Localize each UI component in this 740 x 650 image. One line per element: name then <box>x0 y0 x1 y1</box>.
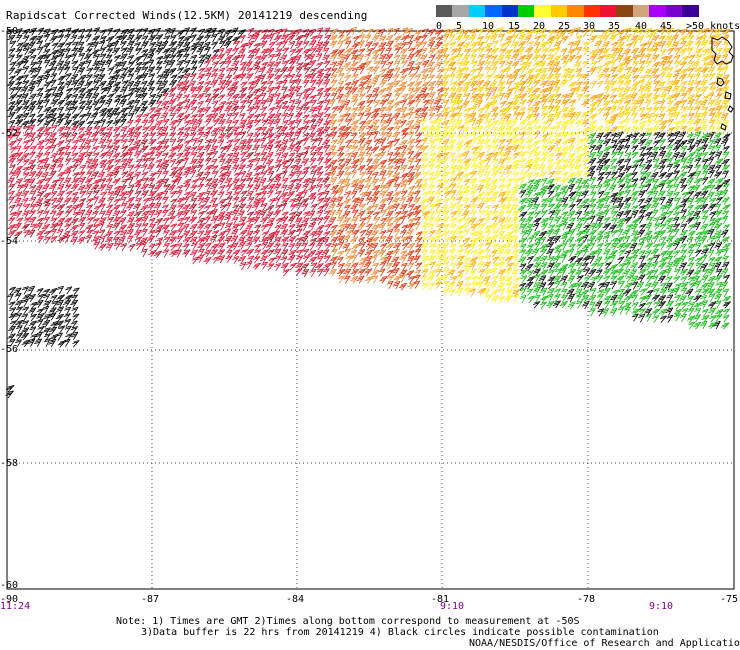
legend-label: 35 <box>608 21 621 32</box>
note-line-2: 3)Data buffer is 22 hrs from 20141219 4)… <box>141 627 659 638</box>
legend-label: 20 <box>533 21 546 32</box>
y-label-52: -52 <box>0 128 19 139</box>
wind-barb-group <box>419 118 730 304</box>
wind-barb-group <box>440 26 731 122</box>
legend-swatch <box>616 5 634 17</box>
legend-swatch <box>452 5 470 17</box>
wind-barbs <box>5 26 732 399</box>
x-label-84: -84 <box>286 594 305 605</box>
time-label-center: 9:10 <box>440 601 465 612</box>
wind-barb-group <box>6 27 333 278</box>
y-label-60: -60 <box>0 580 19 591</box>
x-label-90: -90 <box>0 594 19 605</box>
legend-swatch <box>632 5 650 17</box>
y-label-56: -56 <box>0 344 19 355</box>
legend-swatch <box>485 5 503 17</box>
lat-lon-grid <box>7 31 734 589</box>
x-label-81: -81 <box>431 594 450 605</box>
legend-swatch <box>649 5 667 17</box>
legend-swatch <box>665 5 683 17</box>
note-line-1: Note: 1) Times are GMT 2)Times along bot… <box>116 616 580 627</box>
legend-label: 10 <box>482 21 495 32</box>
legend-swatch <box>436 5 453 17</box>
y-label-58: -58 <box>0 458 19 469</box>
wind-barb-group <box>8 33 332 278</box>
x-label-78: -78 <box>577 594 596 605</box>
time-label-right: 9:10 <box>649 601 674 612</box>
legend-swatch <box>501 5 519 17</box>
legend-label: 40 <box>635 21 648 32</box>
y-label-54: -54 <box>0 236 19 247</box>
legend-swatch <box>534 5 552 17</box>
legend-label: 15 <box>508 21 521 32</box>
wind-barb-group <box>327 26 445 290</box>
legend-label: 0 <box>436 21 443 32</box>
x-label-87: -87 <box>141 594 160 605</box>
wind-speed-legend: 0 5 10 15 20 25 30 35 40 45 >50 knots <box>436 5 740 35</box>
legend-swatch <box>518 5 535 17</box>
x-label-75: -75 <box>720 594 739 605</box>
wind-barb-group <box>517 131 732 330</box>
y-label-50: -50 <box>0 26 19 37</box>
coastline-islands <box>711 36 734 131</box>
legend-swatch <box>468 5 486 17</box>
wind-barb-group <box>328 27 445 291</box>
legend-label: 45 <box>660 21 673 32</box>
legend-swatch <box>567 5 585 17</box>
legend-label: 25 <box>558 21 571 32</box>
time-label-left: 11:24 <box>0 601 31 612</box>
legend-swatch <box>682 5 699 17</box>
legend-label: 30 <box>583 21 596 32</box>
wind-barb-group <box>440 27 731 122</box>
legend-swatch <box>583 5 601 17</box>
legend-swatch <box>600 5 617 17</box>
wind-barb-group <box>420 117 716 298</box>
note-line-3: NOAA/NESDIS/Office of Research and Appli… <box>469 638 740 649</box>
legend-swatch <box>550 5 568 17</box>
map-title: Rapidscat Corrected Winds(12.5KM) 201412… <box>6 9 368 22</box>
legend-label: 5 <box>456 21 463 32</box>
legend-label: >50 knots <box>686 21 740 32</box>
